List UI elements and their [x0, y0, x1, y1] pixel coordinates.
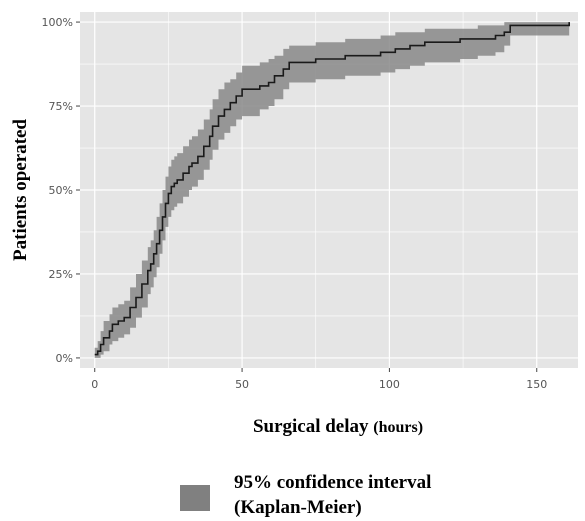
confidence-band [94, 22, 570, 358]
x-tick-label: 100 [379, 378, 400, 391]
grid-lines [80, 12, 578, 368]
y-tick-label: 75% [49, 100, 73, 113]
y-tick-label: 0% [56, 352, 73, 365]
axis-ticks: 0 50 100 150 0% 25% 50% 75% 100% [42, 16, 548, 391]
y-tick-label: 100% [42, 16, 73, 29]
x-tick-label: 0 [91, 378, 98, 391]
confidence-band-layer [94, 22, 570, 358]
y-tick-label: 25% [49, 268, 73, 281]
x-tick-label: 150 [526, 378, 547, 391]
legend-label-line2: (Kaplan-Meier) [234, 497, 362, 518]
legend: 95% confidence interval (Kaplan-Meier) [180, 472, 431, 518]
survival-line-layer [94, 22, 571, 356]
y-tick-label: 50% [49, 184, 73, 197]
x-axis-title-text: Surgical delay [253, 416, 369, 437]
legend-swatch [180, 485, 210, 511]
x-tick-label: 50 [235, 378, 249, 391]
x-axis-title: Surgical delay (hours) [253, 416, 423, 437]
x-axis-unit: (hours) [373, 419, 423, 436]
y-axis-title: Patients operated [10, 119, 31, 261]
legend-label-line1: 95% confidence interval [234, 472, 431, 493]
survival-curve [94, 22, 571, 356]
